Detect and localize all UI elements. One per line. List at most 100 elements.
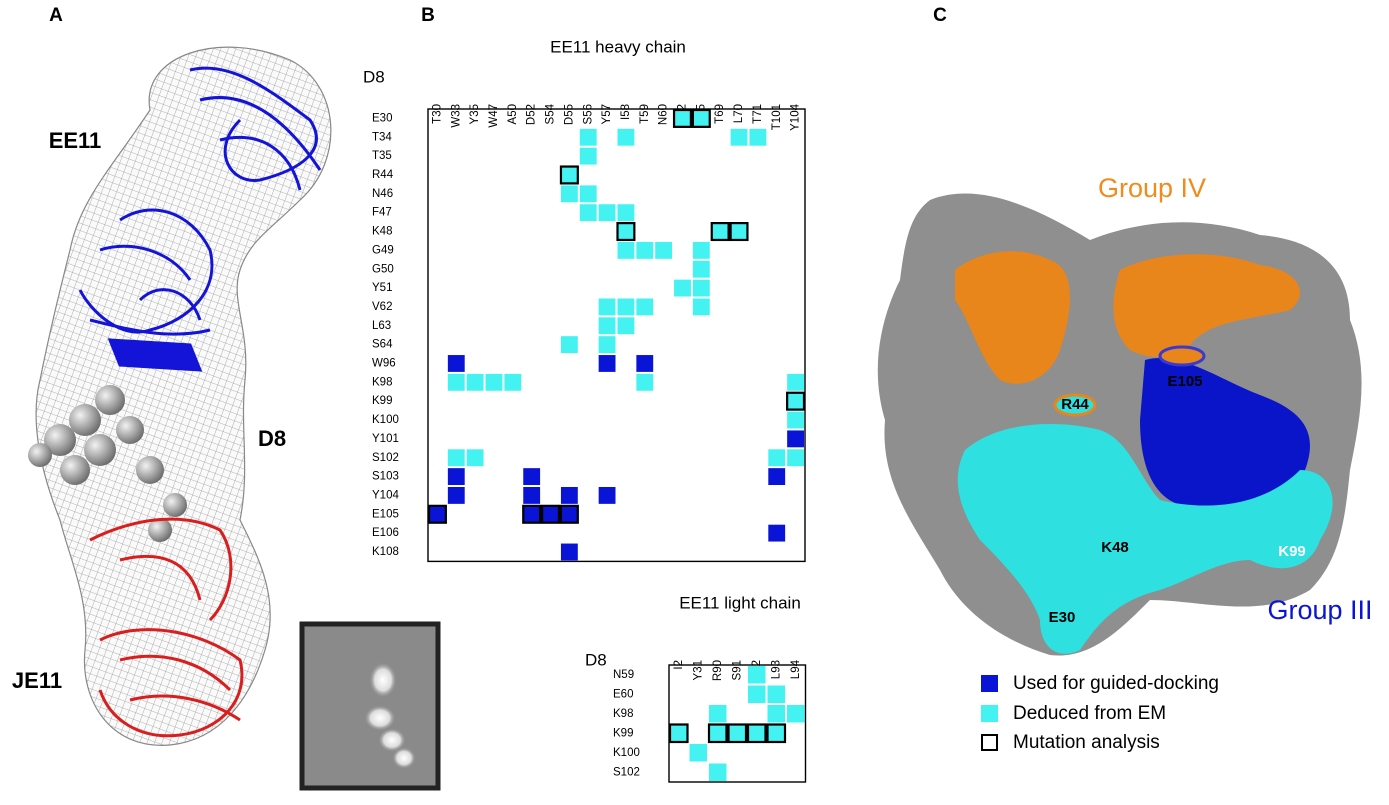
contact-cell-mutation [710,222,730,242]
row-label: K100 [372,414,399,426]
contact-cell [598,336,616,354]
contact-cell [617,298,635,316]
em-model: EE11 D8 JE11 [12,46,441,791]
row-label: L63 [372,320,391,332]
column-label: L94 [790,659,802,679]
contact-cell [579,128,597,146]
legend-swatch [981,705,998,722]
contact-cell [447,373,465,391]
row-label: K98 [372,376,392,388]
row-header: D8 [363,67,385,86]
row-label: K99 [372,395,392,407]
column-label: W47 [488,104,500,128]
em-region [957,424,1333,654]
residue-marker [1158,345,1206,367]
row-label: K108 [372,546,399,558]
column-label: T59 [639,104,651,124]
model-label: EE11 [49,128,102,153]
contact-cell [560,185,578,203]
column-label: S91 [731,660,743,680]
contact-cell [768,449,786,467]
row-label: K100 [613,747,640,759]
row-label: K98 [613,708,633,720]
row-label: E30 [372,112,392,124]
em-envelope [35,46,332,746]
row-label: R44 [372,169,394,181]
contact-cell [579,204,597,222]
d8-spheres [28,385,187,542]
column-label: T30 [431,104,443,124]
column-label: T71 [752,104,764,124]
contact-cell-mutation [786,391,806,411]
row-label: T35 [372,150,392,162]
contact-cell [748,666,766,684]
column-label: N60 [658,104,670,125]
row-label: Y51 [372,282,392,294]
column-label: D52 [526,104,538,125]
contact-cell [636,241,654,259]
surface-model: Group IV Group III E105 R44 K48 K99 E30 [877,173,1373,656]
contact-cell [523,487,541,504]
contact-cell [447,449,465,467]
contact-cell [598,204,616,222]
model-label: JE11 [12,668,62,693]
column-label: T101 [771,104,783,130]
row-label: Y101 [372,433,399,445]
contact-cell [787,430,804,448]
je11-ribbon [89,517,244,738]
contact-cell [447,487,465,504]
residue-marker [1053,393,1097,417]
contact-cell [768,468,786,485]
contact-cell [787,411,804,429]
group-iv-region [955,251,1070,384]
contact-cell [692,279,710,297]
contact-cell [709,705,727,723]
contact-cell [709,763,727,781]
residue-label: E105 [1167,373,1202,390]
column-label: S54 [545,103,557,124]
contact-cell-mutation [540,504,561,524]
residue-label: E30 [1049,609,1076,626]
contact-cell-mutation [616,222,636,242]
contact-cell-mutation [427,504,447,524]
row-label: S64 [372,339,393,351]
contact-cell-mutation [691,108,711,128]
residue-label: K99 [1278,543,1306,560]
column-label: R90 [712,660,724,681]
contact-cell-mutation [559,165,579,185]
contact-cell-mutation [746,723,767,744]
contact-cell [636,373,654,391]
contact-cell [523,468,541,485]
column-label: I2 [673,660,685,670]
contact-cell [579,185,597,203]
contact-cell [636,355,654,372]
row-label: V62 [372,301,392,313]
contact-cell [598,487,616,504]
column-label: Y31 [692,660,704,680]
contact-cell [748,685,766,703]
row-label: K48 [372,226,392,238]
contact-cell [787,373,804,391]
row-label: N46 [372,188,393,200]
contact-cell [617,317,635,335]
row-label: G49 [372,244,394,256]
contact-cell [767,685,785,703]
column-label: S56 [582,104,594,124]
contact-cell-mutation [707,723,728,744]
contact-cell-mutation [672,108,692,128]
matrix-title: EE11 light chain [679,593,801,612]
group-label: Group III [1267,595,1372,625]
group-iii-region [1140,358,1310,507]
row-label: S102 [372,452,399,464]
row-label: S103 [372,471,399,483]
row-label: S102 [613,766,640,778]
legend-swatch [981,734,998,751]
legend-swatch [981,675,998,692]
contact-cell [617,128,635,146]
row-label: Y104 [372,489,399,501]
residue-label: R44 [1061,396,1089,413]
contact-cell [617,204,635,222]
matrix-title: EE11 heavy chain [550,37,686,56]
legend: Used for guided-docking Deduced from EM … [981,673,1219,753]
